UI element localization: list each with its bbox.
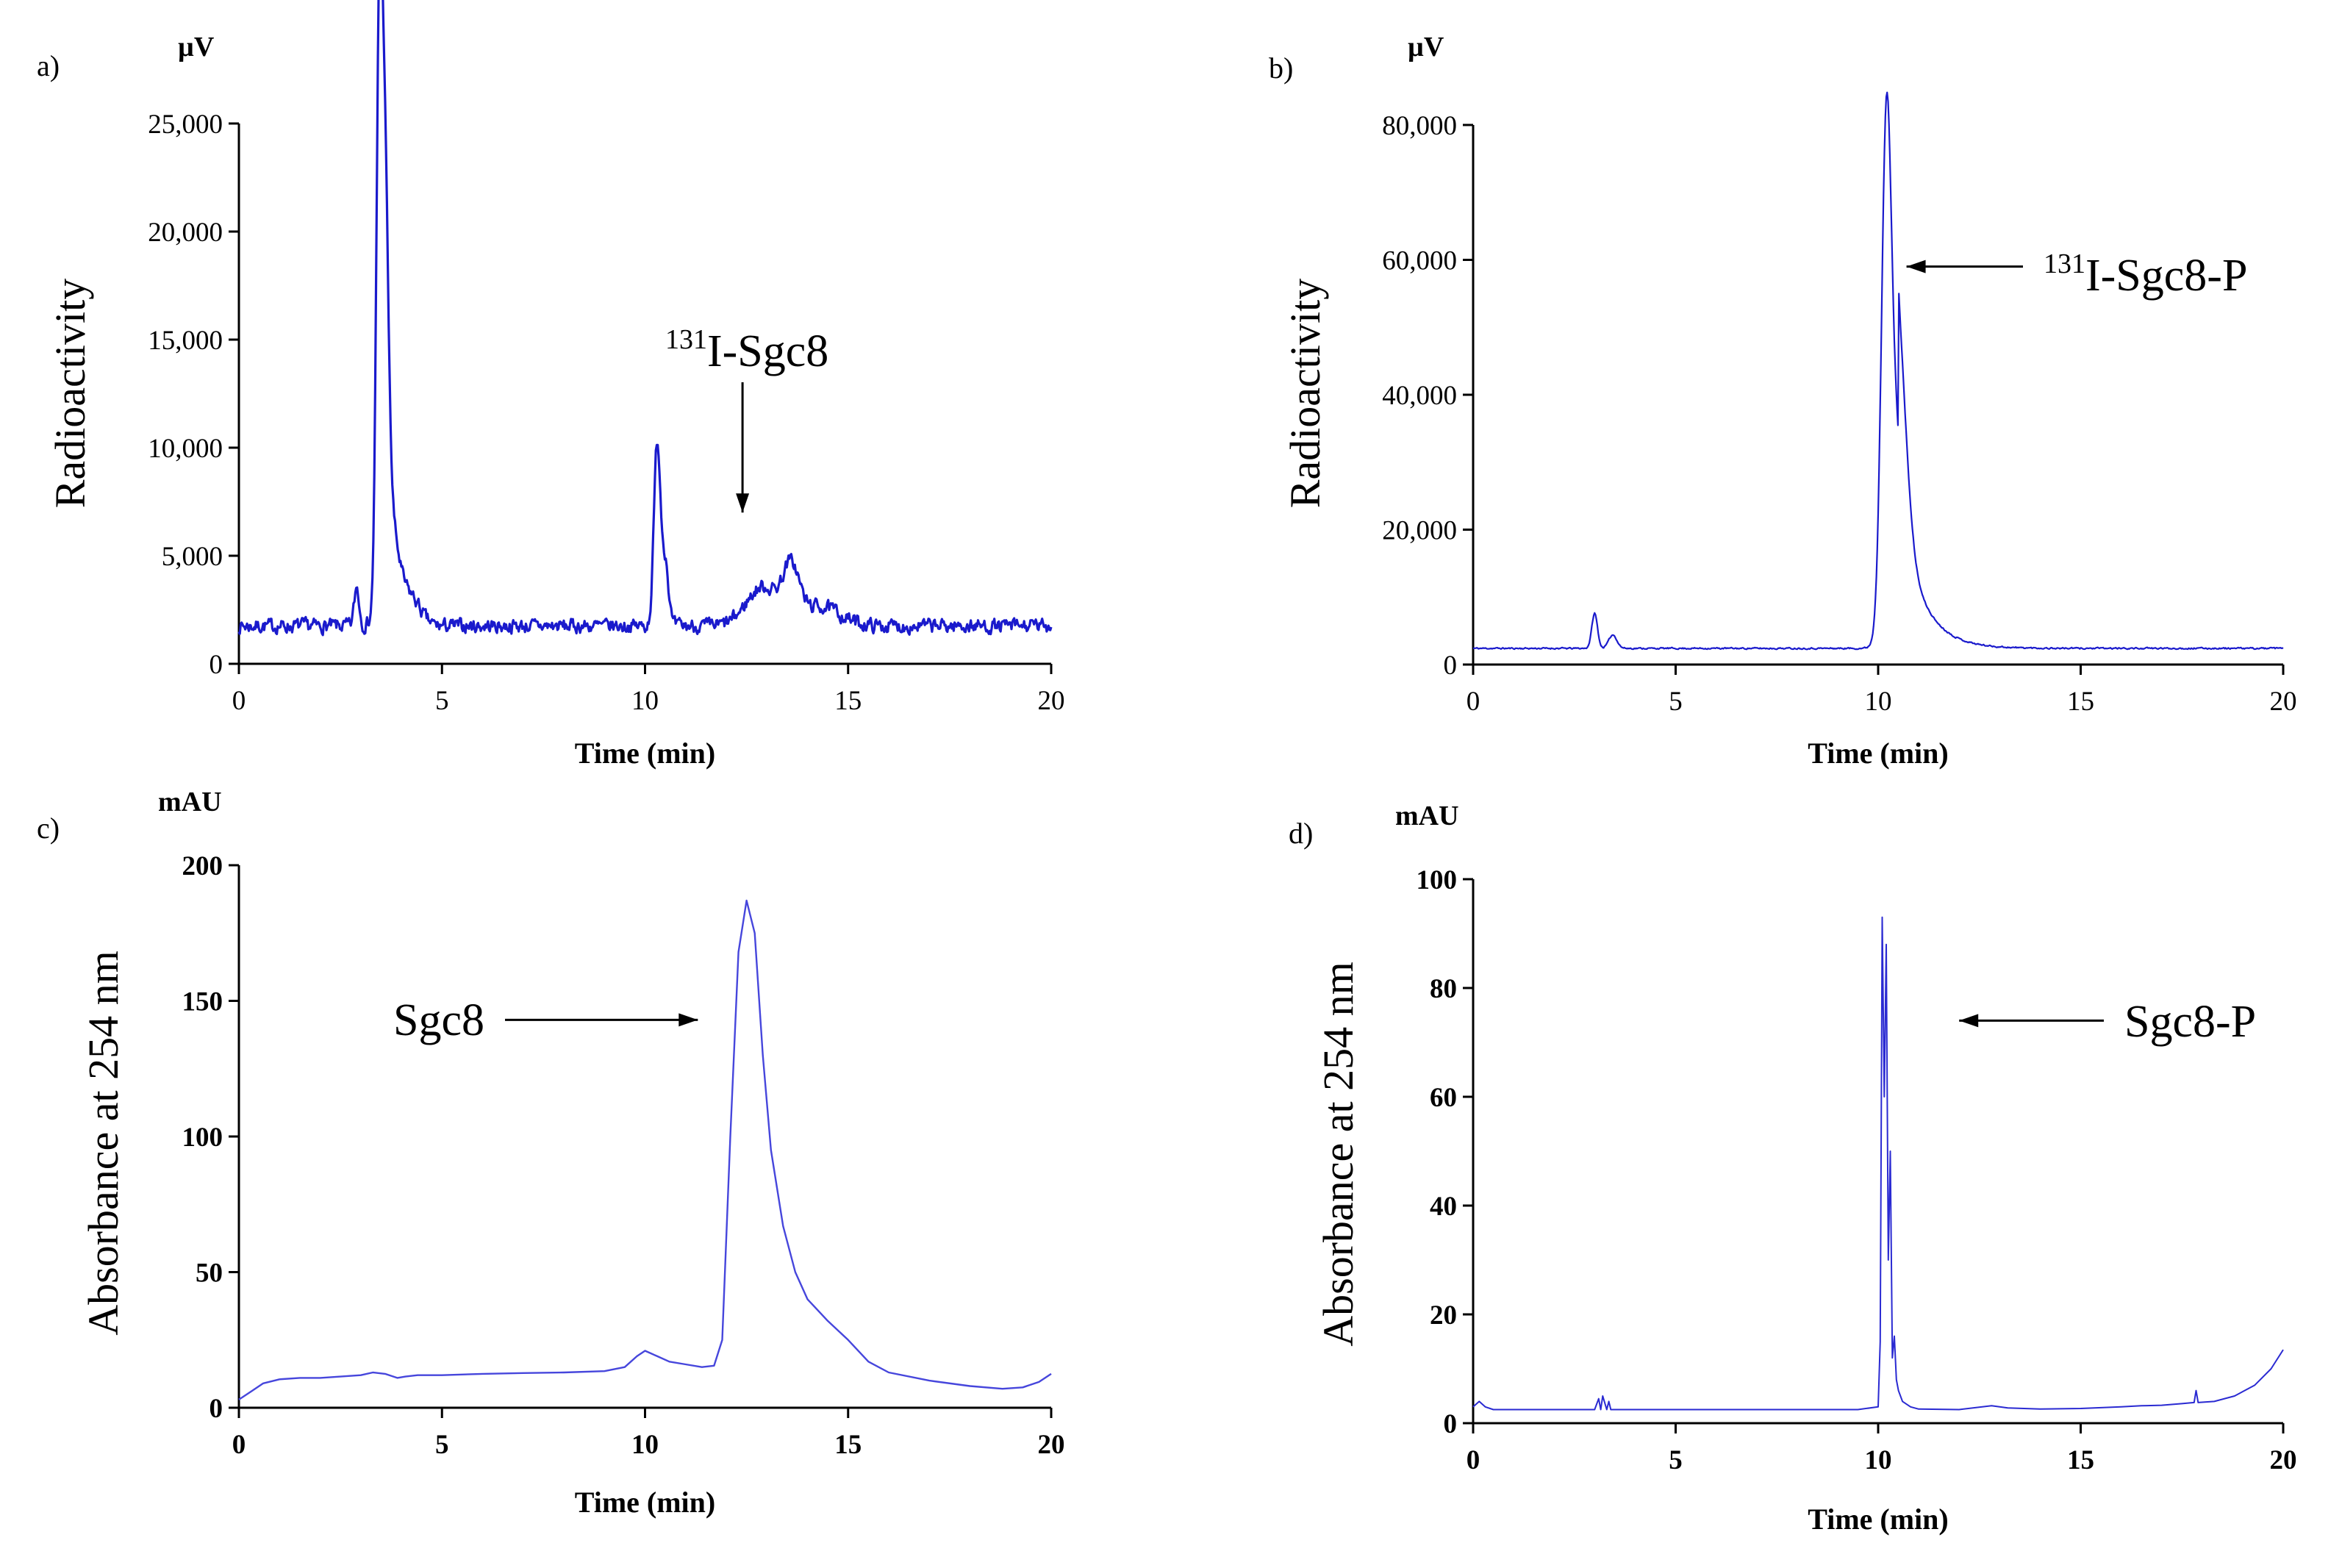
x-tick-label: 0	[1467, 687, 1480, 717]
annotation-arrow-head-icon	[678, 1013, 698, 1027]
series-line	[238, 899, 1052, 1400]
x-tick-label: 10	[1865, 687, 1892, 717]
x-axis-title: Time (min)	[1808, 737, 1948, 770]
x-tick-label: 5	[1669, 1445, 1683, 1475]
y-tick-label: 150	[182, 987, 223, 1017]
y-tick-label: 20	[1430, 1300, 1457, 1331]
x-tick-label: 5	[1669, 687, 1683, 717]
panel-label: d)	[1289, 817, 1313, 850]
x-tick-label: 20	[2270, 1445, 2297, 1475]
y-tick-label: 200	[182, 851, 223, 881]
panel-label: b)	[1269, 51, 1293, 85]
panel-a: a) µV 0 5,000 10,000 15,000 20,000 25,000 0 5 10 15…	[37, 0, 1065, 770]
y-tick-label: 15,000	[148, 326, 223, 356]
y-tick-label: 0	[210, 650, 223, 680]
y-axis-title: Radioactivity	[1281, 279, 1329, 509]
annotation-label: Sgc8	[393, 995, 484, 1045]
x-tick-label: 0	[232, 686, 246, 716]
x-tick-label: 10	[1865, 1445, 1892, 1475]
y-axis-title: Radioactivity	[46, 279, 94, 509]
x-tick-label: 15	[834, 1430, 862, 1460]
series-line	[1472, 916, 2284, 1411]
x-tick-label: 5	[435, 686, 449, 716]
y-tick-label: 0	[1444, 651, 1458, 681]
panel-c: c) mAU 0 50 100 150 200 0 5 10 15 20 Time (min) Absor…	[37, 787, 1065, 1519]
peak-annotation: Sgc8-P	[1959, 997, 2256, 1047]
annotation-label: 131I-Sgc8-P	[2044, 248, 2247, 301]
y-tick-label: 80,000	[1382, 111, 1457, 141]
y-tick-label: 50	[196, 1259, 223, 1289]
panel-d: d) mAU 0 20 40 60 80 100 0 5 10 15 20 Time (min) Absor…	[1289, 801, 2297, 1536]
y-tick-label: 5,000	[162, 542, 223, 572]
y-axis-title: Absorbance at 254 nm	[1314, 962, 1362, 1346]
x-tick-label: 20	[2270, 687, 2297, 717]
y-tick-label: 60	[1430, 1083, 1457, 1113]
x-tick-label: 0	[232, 1430, 246, 1460]
x-axis-title: Time (min)	[575, 737, 715, 770]
x-tick-label: 15	[834, 686, 862, 716]
y-unit-label: µV	[1408, 32, 1444, 62]
annotation-arrow-head-icon	[736, 493, 750, 513]
x-tick-label: 15	[2067, 1445, 2094, 1475]
x-axis-title: Time (min)	[575, 1486, 715, 1519]
y-tick-label: 20,000	[1382, 516, 1457, 546]
x-tick-label: 0	[1467, 1445, 1480, 1475]
y-tick-label: 60,000	[1382, 246, 1457, 276]
y-tick-label: 25,000	[148, 110, 223, 140]
peak-annotation: 131I-Sgc8-P	[1906, 248, 2247, 301]
y-unit-label: µV	[178, 32, 215, 62]
panel-label: a)	[37, 49, 60, 82]
panel-b: b) µV 0 20,000 40,000 60,000 80,000 0 5 10 15 20 Tim…	[1269, 32, 2297, 770]
y-tick-label: 0	[210, 1394, 223, 1424]
y-tick-label: 80	[1430, 974, 1457, 1004]
y-unit-label: mAU	[1395, 801, 1459, 831]
annotation-label: Sgc8-P	[2124, 997, 2256, 1047]
x-tick-label: 5	[435, 1430, 449, 1460]
y-tick-label: 100	[182, 1123, 223, 1153]
y-axis-title: Absorbance at 254 nm	[79, 951, 127, 1335]
y-tick-label: 40,000	[1382, 381, 1457, 411]
x-tick-label: 20	[1038, 1430, 1065, 1460]
series-line	[237, 0, 1053, 637]
annotation-arrow-head-icon	[1906, 259, 1926, 273]
peak-annotation: Sgc8	[393, 995, 698, 1045]
x-axis-title: Time (min)	[1808, 1503, 1948, 1536]
peak-annotation: 131I-Sgc8	[665, 324, 828, 513]
y-unit-label: mAU	[158, 787, 222, 817]
panel-label: c)	[37, 812, 60, 845]
y-tick-label: 10,000	[148, 434, 223, 464]
y-tick-label: 40	[1430, 1192, 1457, 1222]
y-tick-label: 100	[1417, 865, 1458, 895]
x-tick-label: 10	[631, 1430, 659, 1460]
x-tick-label: 10	[631, 686, 659, 716]
series-line	[1472, 91, 2284, 651]
x-tick-label: 15	[2067, 687, 2094, 717]
y-tick-label: 20,000	[148, 218, 223, 248]
annotation-arrow-head-icon	[1959, 1014, 1979, 1028]
y-tick-label: 0	[1444, 1409, 1458, 1439]
x-tick-label: 20	[1038, 686, 1065, 716]
annotation-label: 131I-Sgc8	[665, 324, 828, 376]
